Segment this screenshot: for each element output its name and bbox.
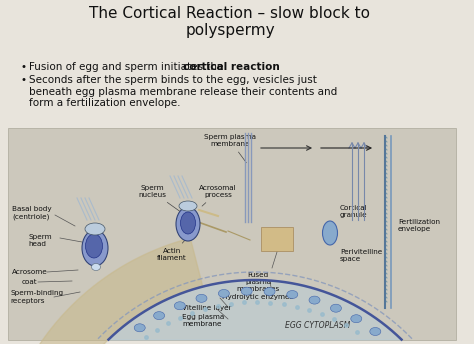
Text: Acrosome: Acrosome — [12, 269, 48, 275]
Polygon shape — [109, 280, 401, 340]
Text: Sperm plasma
membrane: Sperm plasma membrane — [204, 134, 256, 163]
Text: Seconds after the sperm binds to the egg, vesicles just
beneath egg plasma membr: Seconds after the sperm binds to the egg… — [29, 75, 337, 108]
Text: Egg plasma
membrane: Egg plasma membrane — [182, 313, 224, 326]
Ellipse shape — [174, 302, 185, 310]
Ellipse shape — [134, 324, 145, 332]
Ellipse shape — [264, 288, 275, 295]
Text: Basal body
(centriole): Basal body (centriole) — [12, 206, 52, 220]
Text: Actin
filament: Actin filament — [157, 230, 194, 261]
Polygon shape — [3, 238, 203, 344]
Ellipse shape — [241, 287, 252, 295]
Text: Fusion of egg and sperm initiates the: Fusion of egg and sperm initiates the — [29, 62, 227, 72]
Ellipse shape — [154, 312, 164, 320]
Text: •: • — [20, 75, 26, 85]
Ellipse shape — [322, 221, 337, 245]
Text: Sperm
head: Sperm head — [28, 234, 52, 247]
Ellipse shape — [91, 264, 100, 270]
Ellipse shape — [85, 223, 105, 235]
Text: Hydrolytic enzymes: Hydrolytic enzymes — [222, 294, 293, 300]
Ellipse shape — [219, 289, 229, 298]
Ellipse shape — [176, 207, 200, 241]
Text: Acrosomal
process: Acrosomal process — [199, 185, 237, 206]
FancyBboxPatch shape — [261, 227, 293, 251]
Ellipse shape — [330, 304, 341, 312]
Text: cortical reaction: cortical reaction — [183, 62, 280, 72]
Text: Sperm
nucleus: Sperm nucleus — [138, 185, 183, 213]
Ellipse shape — [82, 230, 108, 266]
Text: •: • — [20, 62, 26, 72]
Ellipse shape — [179, 201, 197, 211]
Text: EGG CYTOPLASM: EGG CYTOPLASM — [285, 321, 351, 330]
Text: coat: coat — [22, 279, 37, 285]
Text: Cortical
granule: Cortical granule — [340, 205, 368, 218]
Text: Vitelline layer: Vitelline layer — [182, 305, 232, 311]
Bar — [8, 128, 456, 340]
Ellipse shape — [181, 212, 195, 234]
Ellipse shape — [85, 234, 102, 258]
Text: Perivitelline
space: Perivitelline space — [340, 248, 382, 261]
Text: Fertilization
envelope: Fertilization envelope — [398, 218, 440, 232]
Ellipse shape — [287, 291, 298, 299]
Text: The Cortical Reaction – slow block to
polyspermy: The Cortical Reaction – slow block to po… — [90, 6, 371, 39]
Ellipse shape — [309, 296, 320, 304]
Ellipse shape — [370, 327, 381, 335]
Ellipse shape — [196, 294, 207, 302]
Ellipse shape — [351, 315, 362, 323]
Text: Fused
plasma
membranes: Fused plasma membranes — [237, 272, 280, 292]
Text: Sperm-binding
receptors: Sperm-binding receptors — [10, 290, 63, 303]
